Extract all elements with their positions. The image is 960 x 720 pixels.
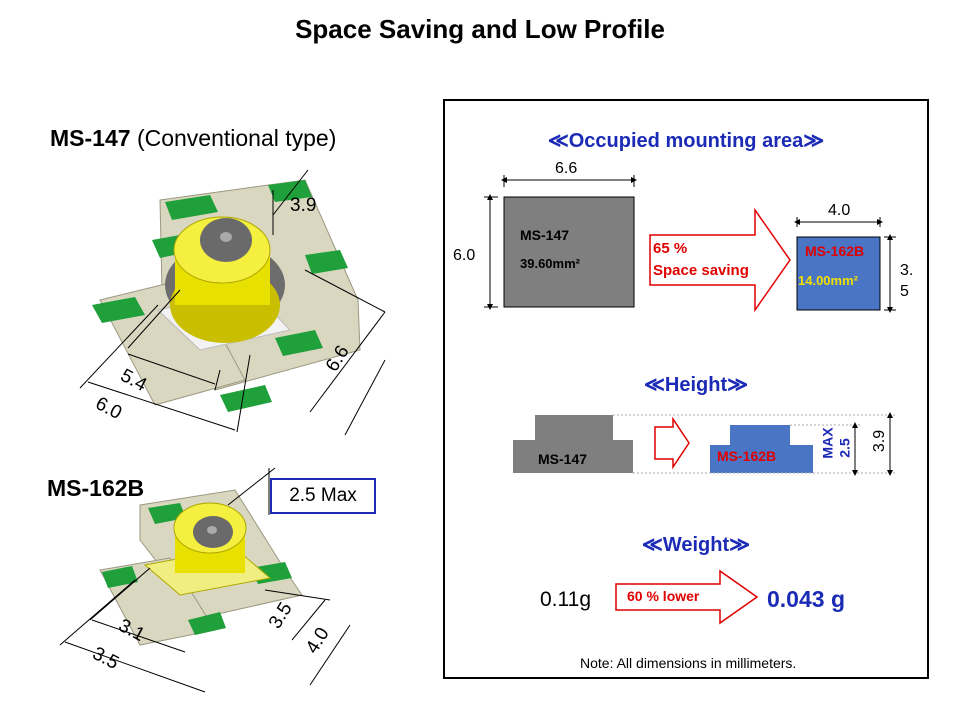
ms147-dim-line: [214, 369, 221, 391]
ms147-pad: [268, 180, 312, 202]
area-big-name: MS-147: [520, 227, 570, 243]
ms147-heading: MS-147 (Conventional type): [50, 125, 336, 152]
area-saving-label: Space saving: [653, 262, 749, 279]
height-total-value: 3.9: [871, 429, 889, 453]
space-saving-arrow: [649, 207, 791, 313]
area-small-height-1: 3.: [900, 262, 914, 279]
area-big-height: 6.0: [453, 247, 476, 264]
ms147-pad: [165, 195, 218, 220]
height-arrow: [654, 416, 690, 470]
ms147-pad: [92, 297, 145, 323]
ms147-dim-line: [79, 304, 159, 389]
ms147-center-pin: [220, 232, 232, 242]
area-small-height-2: 5: [900, 283, 909, 300]
ms147-dim-line: [344, 359, 386, 436]
ms147-dim-line: [236, 354, 251, 433]
ms147-area-box: [503, 196, 635, 308]
ms147-dim-line: [127, 289, 181, 349]
ms162b-max-height-box: 2.5 Max: [270, 478, 376, 514]
ms162b-dim-line: [59, 579, 136, 646]
weight-arrow: [615, 569, 759, 625]
weight-heading: ≪Weight≫: [641, 534, 751, 556]
ms147-dim-line: [304, 269, 386, 313]
weight-old: 0.11g: [540, 588, 591, 611]
dimensions-note: Note: All dimensions in millimeters.: [580, 655, 797, 671]
comparison-panel: [443, 99, 929, 679]
ms147-pad: [220, 385, 272, 412]
ms147-type-note: (Conventional type): [136, 125, 337, 151]
page-title: Space Saving and Low Profile: [295, 14, 665, 44]
ms162b-center-pin: [207, 526, 217, 534]
ms162b-dim-line: [91, 619, 186, 653]
ms162b-pad: [102, 566, 138, 588]
ms162b-illustration: [59, 467, 351, 693]
ms147-name: MS-147: [50, 125, 131, 151]
ms147-profile: [513, 415, 633, 473]
ms147-dim-height: 3.9: [290, 195, 317, 216]
ms162b-dim-line: [264, 589, 331, 601]
area-small-name: MS-162B: [805, 243, 865, 259]
area-heading: ≪Occupied mounting area≫: [547, 130, 825, 152]
area-diagram: [484, 175, 896, 313]
height-ms147-label: MS-147: [538, 451, 588, 467]
area-big-width: 6.6: [555, 160, 578, 177]
ms162b-profile: [710, 425, 813, 473]
ms162b-area-box: [796, 236, 881, 311]
ms147-dim-line: [272, 169, 309, 216]
ms162b-dim-line: [227, 467, 276, 506]
ms147-dim-line: [87, 381, 236, 431]
area-small-value: 14.00mm²: [798, 273, 858, 288]
height-ms162b-label: MS-162B: [717, 448, 777, 464]
ms162b-dim-line: [309, 624, 351, 686]
weight-reduction-label: 60 % lower: [627, 588, 700, 604]
area-saving-percent: 65 %: [653, 240, 688, 257]
area-big-value: 39.60mm²: [520, 256, 580, 271]
ms162b-dim-line: [291, 599, 326, 641]
ms147-pad: [275, 330, 323, 356]
ms147-illustration: [79, 169, 386, 436]
ms147-dim-line: [127, 353, 216, 385]
ms162b-dim-line: [64, 641, 206, 693]
ms162b-heading: MS-162B: [47, 475, 145, 501]
area-small-width: 4.0: [828, 202, 851, 219]
ms147-pad: [305, 250, 348, 274]
ms162b-pad: [188, 612, 226, 635]
weight-new: 0.043 g: [767, 586, 845, 612]
height-max-label: MAX: [819, 427, 836, 459]
ms162b-dim-line: [89, 567, 151, 621]
height-diagram: [513, 412, 895, 476]
ms147-dim-line: [309, 311, 386, 413]
height-max-value: 2.5: [836, 438, 853, 458]
height-heading: ≪Height≫: [643, 374, 749, 396]
